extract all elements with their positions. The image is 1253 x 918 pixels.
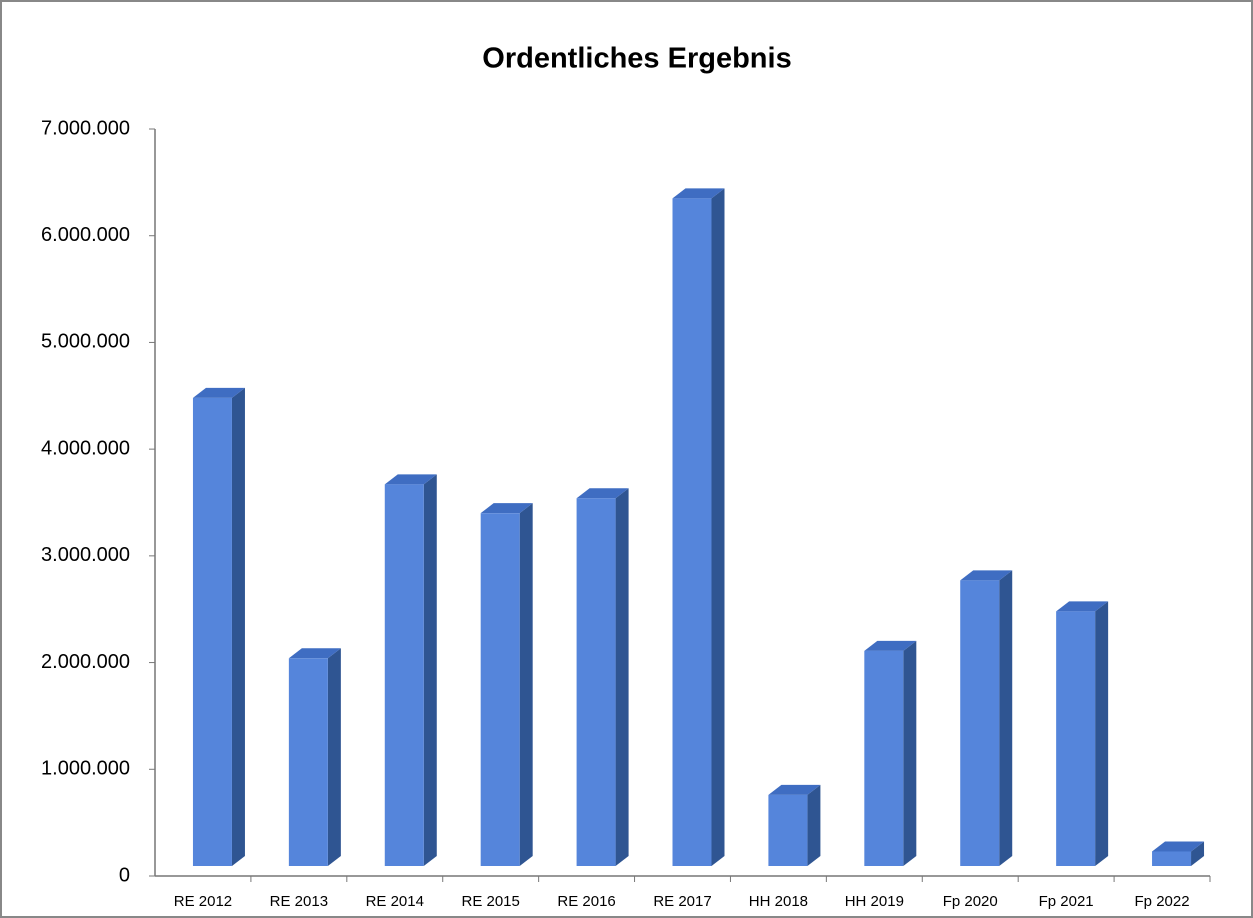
- bar: [576, 498, 616, 866]
- bar-top: [1152, 841, 1205, 852]
- bar: [288, 658, 328, 866]
- y-tick-label: 3.000.000: [41, 544, 130, 566]
- bar: [192, 397, 232, 866]
- bar: [384, 484, 424, 866]
- bar-top: [768, 784, 821, 795]
- bar-side: [711, 188, 725, 867]
- x-tick-label: RE 2016: [557, 893, 615, 910]
- y-tick-label: 2.000.000: [41, 651, 130, 673]
- bar-top: [480, 503, 533, 514]
- y-tick-label: 5.000.000: [41, 331, 130, 353]
- x-tick-label: RE 2015: [461, 893, 519, 910]
- bar-top: [576, 488, 629, 499]
- x-tick-label: RE 2017: [653, 893, 711, 910]
- bar-top: [192, 387, 245, 398]
- x-tick-label: RE 2013: [270, 893, 328, 910]
- bar-side: [903, 640, 917, 866]
- bar: [672, 198, 712, 867]
- x-tick-label: RE 2012: [174, 893, 232, 910]
- bar-side: [327, 648, 341, 866]
- bar: [1152, 851, 1192, 866]
- bar-side: [231, 387, 245, 866]
- bar-side: [1095, 601, 1109, 866]
- bar: [480, 513, 520, 866]
- x-tick-label: RE 2014: [366, 893, 424, 910]
- x-tick-label: Fp 2020: [943, 893, 998, 910]
- bar: [768, 794, 808, 866]
- y-tick-label: 4.000.000: [41, 437, 130, 459]
- x-tick-label: Fp 2022: [1135, 893, 1190, 910]
- bar-top: [384, 474, 437, 485]
- bar: [864, 650, 904, 866]
- bar-side: [1191, 841, 1205, 866]
- bar: [1056, 611, 1096, 866]
- bar-side: [615, 488, 629, 866]
- bar-top: [1056, 601, 1109, 612]
- x-tick-label: HH 2018: [749, 893, 808, 910]
- bar-side: [999, 570, 1013, 866]
- bar-side: [519, 503, 533, 866]
- y-tick-label: 7.000.000: [41, 117, 130, 139]
- bar-top: [288, 648, 341, 659]
- y-tick-label: 0: [119, 864, 130, 886]
- y-tick-label: 6.000.000: [41, 224, 130, 246]
- x-tick-label: Fp 2021: [1039, 893, 1094, 910]
- x-tick-label: HH 2019: [845, 893, 904, 910]
- bar-top: [864, 640, 917, 651]
- chart-title: Ordentliches Ergebnis: [482, 43, 791, 75]
- bar-side: [423, 474, 437, 866]
- bar-top: [960, 570, 1013, 581]
- bar-top: [672, 188, 725, 199]
- bar-side: [807, 784, 821, 866]
- y-tick-label: 1.000.000: [41, 758, 130, 780]
- bar: [960, 580, 1000, 866]
